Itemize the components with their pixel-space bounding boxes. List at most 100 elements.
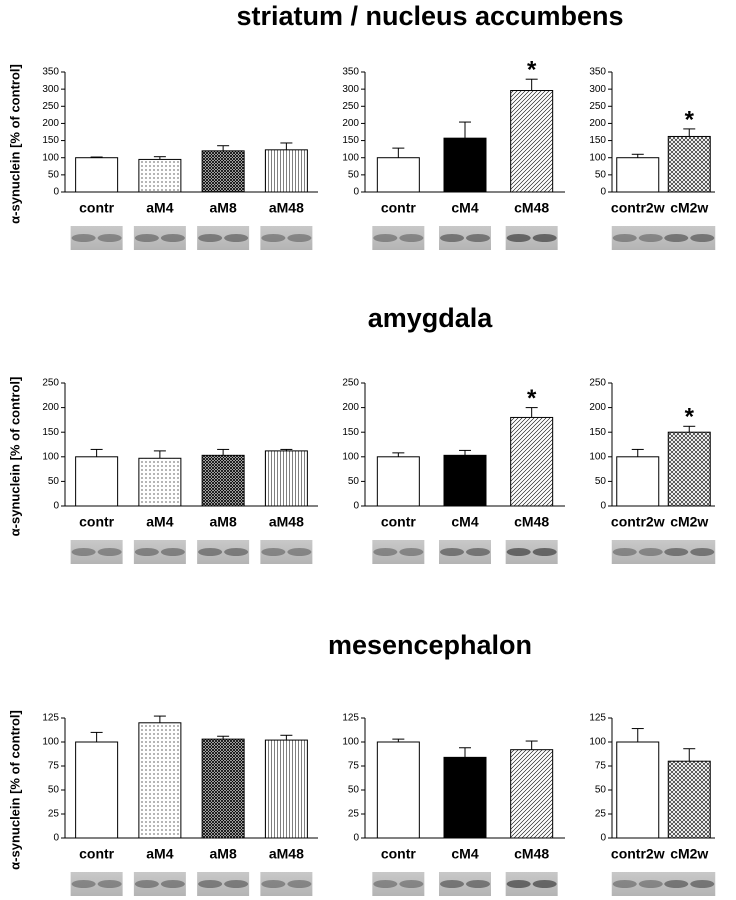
y-tick-label: 250 xyxy=(42,378,59,389)
bar xyxy=(616,456,660,507)
blot-band xyxy=(71,880,96,888)
x-tick-label: contr2w xyxy=(611,514,665,530)
y-tick-label: 200 xyxy=(42,118,59,129)
western-blot xyxy=(260,540,313,564)
blot-band xyxy=(440,880,464,888)
blot-band xyxy=(399,880,424,888)
blot-band xyxy=(198,548,223,556)
bar xyxy=(510,749,554,839)
blot-band xyxy=(97,548,122,556)
x-tick-label: cM2w xyxy=(670,846,708,862)
y-tick-label: 350 xyxy=(589,67,606,78)
blot-band xyxy=(440,234,464,242)
y-tick-label: 100 xyxy=(42,451,59,462)
y-tick-label: 0 xyxy=(53,833,59,844)
blot-band xyxy=(134,880,159,888)
y-tick-label: 200 xyxy=(589,118,606,129)
bar xyxy=(264,739,308,839)
y-axis-label: α-synuclein [% of control] xyxy=(7,377,22,537)
x-tick-label: contr2w xyxy=(611,200,665,216)
y-tick-label: 125 xyxy=(342,713,359,724)
bar xyxy=(264,149,308,193)
y-tick-label: 0 xyxy=(353,501,359,512)
y-tick-label: 125 xyxy=(42,713,59,724)
y-tick-label: 0 xyxy=(600,501,606,512)
significance-marker: * xyxy=(685,404,695,431)
blot-band xyxy=(690,880,715,888)
y-tick-label: 250 xyxy=(342,101,359,112)
blot-band xyxy=(466,548,490,556)
x-tick-label: cM48 xyxy=(514,200,549,216)
blot-band xyxy=(224,548,249,556)
bar xyxy=(376,157,420,193)
y-tick-label: 250 xyxy=(589,101,606,112)
blot-band xyxy=(690,548,715,556)
western-blot xyxy=(70,872,123,896)
x-tick-label: cM4 xyxy=(451,514,478,530)
y-tick-label: 200 xyxy=(342,402,359,413)
western-blot xyxy=(439,540,491,564)
western-blot xyxy=(663,872,716,896)
blot-band xyxy=(612,234,637,242)
y-tick-label: 50 xyxy=(48,785,60,796)
blot-band xyxy=(506,880,531,888)
y-tick-label: 150 xyxy=(342,427,359,438)
bar xyxy=(75,157,119,193)
y-tick-label: 250 xyxy=(342,378,359,389)
western-blot xyxy=(663,540,716,564)
y-tick-label: 0 xyxy=(53,501,59,512)
y-tick-label: 350 xyxy=(342,67,359,78)
significance-marker: * xyxy=(527,57,537,84)
blot-band xyxy=(638,548,663,556)
x-tick-label: cM4 xyxy=(451,846,478,862)
x-tick-label: contr xyxy=(381,846,417,862)
blot-band xyxy=(638,880,663,888)
blot-band xyxy=(399,548,424,556)
y-tick-label: 0 xyxy=(353,833,359,844)
y-tick-label: 100 xyxy=(342,737,359,748)
western-blot xyxy=(439,226,491,250)
bar xyxy=(510,90,554,193)
y-tick-label: 100 xyxy=(42,737,59,748)
y-tick-label: 200 xyxy=(589,402,606,413)
y-tick-label: 0 xyxy=(600,833,606,844)
blot-band xyxy=(224,234,249,242)
blot-band xyxy=(287,880,312,888)
western-blot xyxy=(372,872,425,896)
blot-band xyxy=(198,880,223,888)
y-tick-label: 0 xyxy=(53,187,59,198)
bar xyxy=(616,157,660,193)
blot-band xyxy=(97,234,122,242)
y-tick-label: 100 xyxy=(42,152,59,163)
bar xyxy=(138,457,182,507)
western-blot xyxy=(197,540,250,564)
bar xyxy=(75,741,119,839)
x-tick-label: aM48 xyxy=(269,514,304,530)
y-tick-label: 100 xyxy=(342,152,359,163)
western-blot xyxy=(197,226,250,250)
blot-band xyxy=(287,234,312,242)
y-tick-label: 150 xyxy=(42,135,59,146)
y-tick-label: 25 xyxy=(348,809,360,820)
y-tick-label: 150 xyxy=(42,427,59,438)
bar xyxy=(667,135,711,193)
bar xyxy=(201,738,245,839)
section-title: amygdala xyxy=(368,303,494,333)
blot-band xyxy=(160,234,185,242)
blot-band xyxy=(134,548,159,556)
bar xyxy=(443,137,487,193)
western-blot xyxy=(505,226,558,250)
y-tick-label: 150 xyxy=(342,135,359,146)
western-blot xyxy=(133,226,186,250)
blot-band xyxy=(664,548,689,556)
y-tick-label: 50 xyxy=(595,169,607,180)
y-tick-label: 25 xyxy=(48,809,60,820)
y-tick-label: 250 xyxy=(42,101,59,112)
y-tick-label: 75 xyxy=(348,761,360,772)
blot-band xyxy=(664,880,689,888)
x-tick-label: contr xyxy=(79,846,115,862)
western-blot xyxy=(260,872,313,896)
y-tick-label: 250 xyxy=(589,378,606,389)
x-tick-label: cM4 xyxy=(451,200,478,216)
